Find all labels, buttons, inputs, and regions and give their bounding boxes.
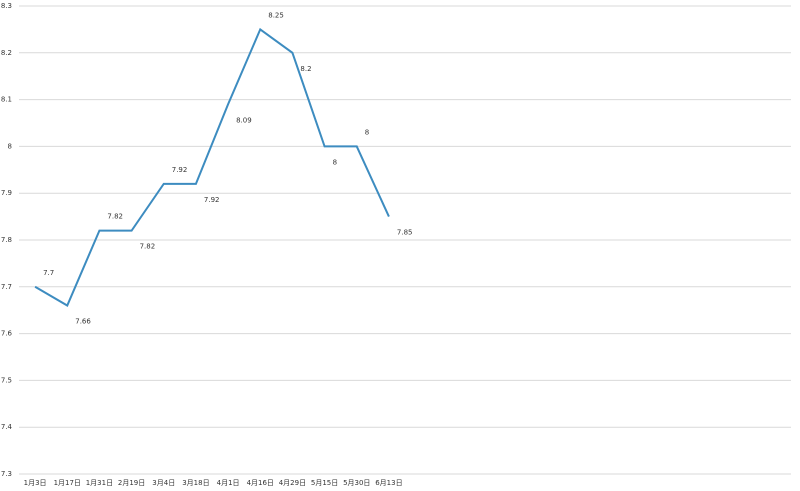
x-tick-label: 1月3日 <box>24 479 47 487</box>
data-label: 8 <box>365 128 369 136</box>
y-tick-label: 7.6 <box>1 330 13 338</box>
y-tick-label: 7.8 <box>1 236 12 244</box>
x-tick-label: 4月29日 <box>279 479 306 487</box>
data-label: 7.92 <box>204 196 220 204</box>
y-tick-label: 8 <box>8 142 12 150</box>
x-tick-label: 6月13日 <box>375 479 402 487</box>
y-tick-label: 8.1 <box>1 96 12 104</box>
x-tick-label: 4月1日 <box>217 479 240 487</box>
data-label: 7.66 <box>75 318 91 326</box>
y-tick-label: 8.2 <box>1 49 12 57</box>
data-label: 7.7 <box>43 269 54 277</box>
data-label: 7.92 <box>172 166 188 174</box>
data-label: 7.82 <box>107 213 123 221</box>
y-tick-label: 7.3 <box>1 470 12 478</box>
x-tick-label: 5月30日 <box>343 479 370 487</box>
y-tick-label: 7.9 <box>1 189 12 197</box>
x-tick-label: 2月19日 <box>118 479 145 487</box>
x-tick-label: 3月4日 <box>152 479 175 487</box>
x-tick-label: 1月17日 <box>54 479 81 487</box>
data-label: 7.85 <box>397 229 413 237</box>
y-tick-label: 8.3 <box>1 2 12 10</box>
x-tick-label: 3月18日 <box>182 479 209 487</box>
series-line <box>34 27 390 307</box>
x-tick-label: 1月31日 <box>86 479 113 487</box>
data-label: 8.09 <box>236 116 252 124</box>
x-tick-label: 5月15日 <box>311 479 338 487</box>
x-tick-label: 4月16日 <box>247 479 274 487</box>
y-tick-label: 7.7 <box>1 283 12 291</box>
data-label: 7.82 <box>140 243 156 251</box>
data-label: 8 <box>333 158 337 166</box>
data-label: 8.25 <box>268 11 284 19</box>
y-tick-label: 7.4 <box>1 423 13 431</box>
data-label: 8.2 <box>300 65 311 73</box>
y-tick-label: 7.5 <box>1 376 12 384</box>
